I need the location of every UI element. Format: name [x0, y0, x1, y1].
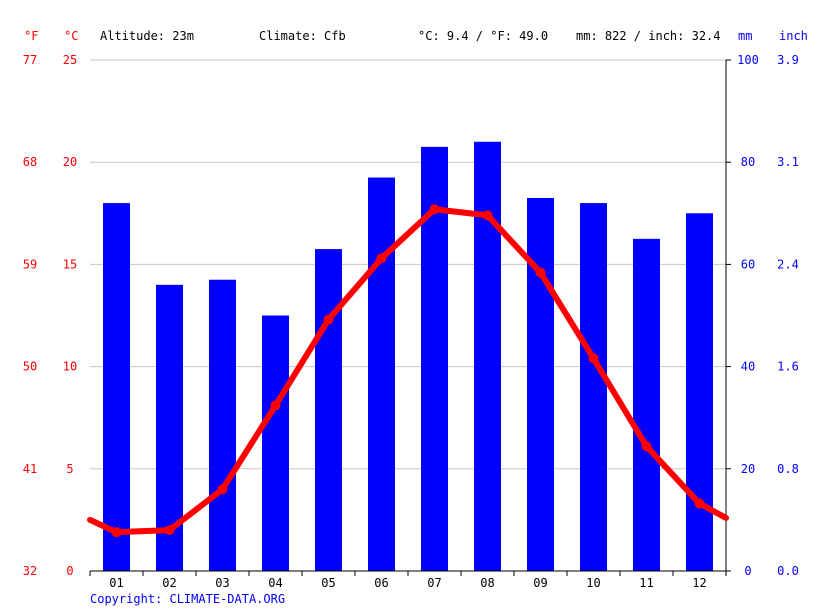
temperature-line — [87, 204, 729, 538]
y-left-celsius-tick-label: 0 — [66, 564, 73, 578]
precipitation-bar — [262, 315, 289, 571]
y-left-celsius-tick-label: 20 — [63, 155, 77, 169]
temperature-point — [323, 314, 334, 325]
y-left-fahrenheit-tick-label: 77 — [23, 53, 37, 67]
y-left-celsius-tick-label: 25 — [63, 53, 77, 67]
temperature-point — [217, 484, 228, 495]
precipitation-bar — [580, 203, 607, 571]
x-tick-label: 05 — [321, 576, 335, 590]
y-right-inch-tick-label: 3.1 — [777, 155, 799, 169]
temperature-point — [482, 210, 493, 221]
y-right-mm-tick-label: 0 — [744, 564, 751, 578]
x-tick-label: 04 — [268, 576, 282, 590]
precipitation-bars — [103, 141, 713, 572]
y-left-celsius-tick-label: 10 — [63, 360, 77, 374]
temperature-point — [588, 353, 599, 364]
precipitation-bar — [686, 213, 713, 572]
y-right-mm-tick-label: 60 — [741, 257, 755, 271]
tick-labels: 01 02 03 04 05 06 07 08 09 10 11 12 0 32 5 41 10 50 15 59 20… — [23, 53, 799, 590]
precipitation-bar — [103, 203, 130, 571]
x-tick-label: 08 — [480, 576, 494, 590]
y-left-celsius-tick-label: 15 — [63, 257, 77, 271]
temperature-point — [111, 527, 122, 538]
y-right-mm-tick-label: 20 — [741, 462, 755, 476]
x-tick-label: 06 — [374, 576, 388, 590]
temperature-point — [376, 253, 387, 264]
temperature-point — [694, 498, 705, 509]
y-right-inch-tick-label: 3.9 — [777, 53, 799, 67]
chart-axes — [89, 59, 731, 576]
unit-fahrenheit-label: °F — [24, 29, 38, 43]
y-right-mm-tick-label: 100 — [737, 53, 759, 67]
gridlines — [90, 59, 726, 470]
y-right-inch-tick-label: 2.4 — [777, 257, 799, 271]
altitude-label: Altitude: 23m — [100, 29, 194, 43]
precipitation-bar — [474, 141, 501, 571]
y-right-mm-tick-label: 80 — [741, 155, 755, 169]
precipitation-bar — [368, 177, 395, 571]
climate-label: Climate: Cfb — [259, 29, 346, 43]
y-right-inch-tick-label: 0.0 — [777, 564, 799, 578]
temperature-point — [270, 400, 281, 411]
unit-mm-label: mm — [738, 29, 752, 43]
y-left-fahrenheit-tick-label: 68 — [23, 155, 37, 169]
y-left-fahrenheit-tick-label: 41 — [23, 462, 37, 476]
x-tick-label: 10 — [586, 576, 600, 590]
y-left-celsius-tick-label: 5 — [66, 462, 73, 476]
precipitation-bar — [527, 197, 554, 571]
x-tick-label: 03 — [215, 576, 229, 590]
y-left-fahrenheit-tick-label: 50 — [23, 360, 37, 374]
y-right-inch-tick-label: 1.6 — [777, 360, 799, 374]
temperature-point — [164, 525, 175, 536]
x-tick-label: 11 — [639, 576, 653, 590]
average-temperature-label: °C: 9.4 / °F: 49.0 — [418, 29, 548, 43]
x-tick-label: 07 — [427, 576, 441, 590]
y-left-fahrenheit-tick-label: 32 — [23, 564, 37, 578]
unit-inch-label: inch — [779, 29, 808, 43]
y-left-fahrenheit-tick-label: 59 — [23, 257, 37, 271]
x-tick-label: 02 — [162, 576, 176, 590]
temperature-point — [535, 267, 546, 278]
y-right-inch-tick-label: 0.8 — [777, 462, 799, 476]
temperature-point — [429, 204, 440, 215]
annual-precipitation-label: mm: 822 / inch: 32.4 — [576, 29, 721, 43]
copyright-text: Copyright: CLIMATE-DATA.ORG — [90, 592, 285, 606]
unit-celsius-label: °C — [64, 29, 78, 43]
temperature-point — [641, 441, 652, 452]
precipitation-bar — [633, 238, 660, 571]
temperature-line-path — [87, 206, 729, 536]
x-tick-label: 01 — [109, 576, 123, 590]
precipitation-bar — [209, 279, 236, 571]
x-tick-label: 12 — [692, 576, 706, 590]
x-tick-label: 09 — [533, 576, 547, 590]
precipitation-bar — [315, 249, 342, 571]
y-right-mm-tick-label: 40 — [741, 360, 755, 374]
